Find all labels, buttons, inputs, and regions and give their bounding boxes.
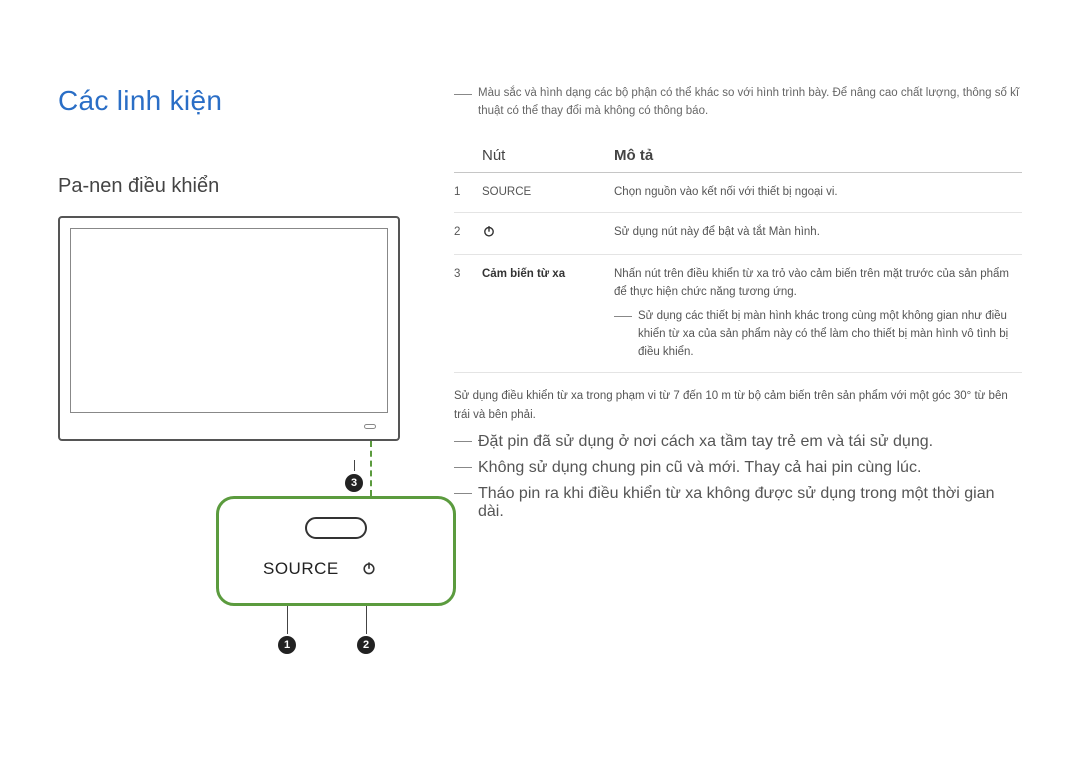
row-subnote: Sử dụng các thiết bị màn hình khác trong… xyxy=(614,308,1014,361)
monitor-outline xyxy=(58,216,400,441)
source-button-label: SOURCE xyxy=(263,559,339,579)
section-title: Pa-nen điều khiển xyxy=(58,175,400,198)
body-note-text: Tháo pin ra khi điều khiển từ xa không đ… xyxy=(478,485,1022,521)
body-note-text: Không sử dụng chung pin cũ và mới. Thay … xyxy=(478,459,921,477)
row-button xyxy=(482,213,614,255)
top-note-text: Màu sắc và hình dạng các bộ phận có thể … xyxy=(478,85,1022,121)
battery-notes: Đặt pin đã sử dụng ở nơi cách xa tầm tay… xyxy=(454,433,1022,521)
table-row: 1SOURCEChọn nguồn vào kết nối với thiết … xyxy=(454,172,1022,213)
monitor-screen xyxy=(70,228,388,413)
row-desc: Nhấn nút trên điều khiển từ xa trỏ vào c… xyxy=(614,255,1022,373)
row-desc: Sử dụng nút này để bật và tắt Màn hình. xyxy=(614,213,1022,255)
callout-3: 3 xyxy=(345,474,363,492)
dash-icon xyxy=(454,441,472,442)
body-note-line: Đặt pin đã sử dụng ở nơi cách xa tầm tay… xyxy=(454,433,1022,451)
page-title: Các linh kiện xyxy=(58,85,400,117)
table-header-blank xyxy=(454,147,482,173)
leader-line-3 xyxy=(354,460,355,471)
row-button: SOURCE xyxy=(482,172,614,213)
left-column: Các linh kiện Pa-nen điều khiển 3 SOURCE… xyxy=(58,85,400,696)
leader-line-2 xyxy=(366,606,367,634)
leader-line-1 xyxy=(287,606,288,634)
power-icon xyxy=(361,560,377,581)
zoom-connector xyxy=(370,441,372,496)
dash-icon xyxy=(614,316,632,317)
body-note-line: Không sử dụng chung pin cũ và mới. Thay … xyxy=(454,459,1022,477)
table-header-desc: Mô tả xyxy=(614,147,1022,173)
range-note: Sử dụng điều khiển từ xa trong phạm vi t… xyxy=(454,387,1022,425)
page: Các linh kiện Pa-nen điều khiển 3 SOURCE… xyxy=(0,0,1080,736)
panel-slot xyxy=(305,517,367,539)
row-button: Cảm biến từ xa xyxy=(482,255,614,373)
top-note: Màu sắc và hình dạng các bộ phận có thể … xyxy=(454,85,1022,121)
button-panel-zoom: SOURCE xyxy=(216,496,456,606)
row-number: 2 xyxy=(454,213,482,255)
body-note-line: Tháo pin ra khi điều khiển từ xa không đ… xyxy=(454,485,1022,521)
buttons-table: Nút Mô tả 1SOURCEChọn nguồn vào kết nối … xyxy=(454,147,1022,374)
dash-icon xyxy=(454,467,472,468)
row-number: 3 xyxy=(454,255,482,373)
row-desc: Chọn nguồn vào kết nối với thiết bị ngoạ… xyxy=(614,172,1022,213)
table-header-button: Nút xyxy=(482,147,614,173)
control-panel-diagram: 3 SOURCE 1 2 xyxy=(58,216,400,696)
table-body: 1SOURCEChọn nguồn vào kết nối với thiết … xyxy=(454,172,1022,373)
callout-1: 1 xyxy=(278,636,296,654)
remote-sensor-indicator xyxy=(364,424,376,429)
row-subnote-text: Sử dụng các thiết bị màn hình khác trong… xyxy=(638,308,1014,361)
dash-icon xyxy=(454,493,472,494)
body-note-text: Đặt pin đã sử dụng ở nơi cách xa tầm tay… xyxy=(478,433,933,451)
right-column: Màu sắc và hình dạng các bộ phận có thể … xyxy=(454,85,1022,696)
table-row: 2 Sử dụng nút này để bật và tắt Màn hình. xyxy=(454,213,1022,255)
table-row: 3Cảm biến từ xaNhấn nút trên điều khiển … xyxy=(454,255,1022,373)
callout-2: 2 xyxy=(357,636,375,654)
dash-icon xyxy=(454,94,472,95)
row-number: 1 xyxy=(454,172,482,213)
